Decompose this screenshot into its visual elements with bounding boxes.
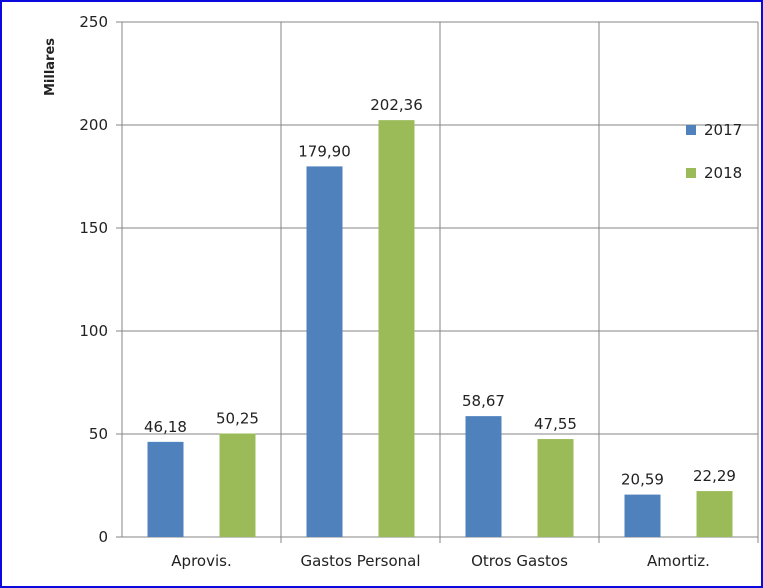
bar-2018 [696,491,733,537]
legend-swatch [686,168,696,178]
x-tick-label: Otros Gastos [471,552,568,570]
bar-2017 [465,416,502,537]
x-tick-label: Amortiz. [647,552,710,570]
legend-label: 2018 [704,164,742,182]
data-label: 46,18 [144,418,187,436]
bar-2017 [147,441,184,537]
y-tick-label: 200 [79,116,108,134]
legend-swatch [686,125,696,135]
x-tick-label: Gastos Personal [300,552,420,570]
bar-2018 [378,120,415,537]
bar-chart: 46,18 50,25 179,90 202,36 58,67 47,55 20,59 22,… [43,13,759,570]
data-label: 50,25 [216,409,259,427]
data-label: 47,55 [534,415,577,433]
data-label: 202,36 [370,96,423,114]
y-tick-label: 250 [79,13,108,31]
bar-2017 [624,494,661,537]
legend: 2017 2018 [686,121,742,182]
bar-2018 [537,439,574,537]
y-axis-label: Millares [43,38,58,96]
data-label: 22,29 [693,467,736,485]
y-tick-label: 100 [79,322,108,340]
y-tick-label: 0 [98,528,108,546]
bar-2017 [306,166,343,537]
data-label: 20,59 [621,471,664,489]
data-label: 58,67 [462,392,505,410]
y-tick-label: 50 [89,425,108,443]
x-tick-label: Aprovis. [171,552,231,570]
bar-2018 [219,433,256,537]
data-label: 179,90 [298,142,351,160]
y-tick-label: 150 [79,219,108,237]
legend-label: 2017 [704,121,742,139]
